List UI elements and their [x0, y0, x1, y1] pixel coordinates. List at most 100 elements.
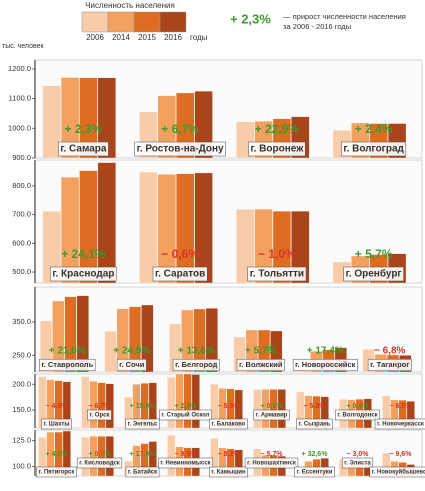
- change-label: + 2,4%: [175, 403, 198, 410]
- change-label: + 21,0%: [49, 346, 86, 357]
- legend-title: Численность населения: [85, 1, 175, 10]
- city-name: г. Старый Оскол: [161, 412, 209, 419]
- bar: [191, 374, 200, 428]
- change-label: + 6,7%: [161, 122, 199, 136]
- city-name: г. Новокуйбышевск: [372, 469, 425, 476]
- bar: [148, 441, 157, 476]
- change-label: − 4,9%: [46, 403, 69, 410]
- y-tick-label: 200.0: [12, 379, 31, 388]
- city-name: г. Воронеж: [250, 144, 304, 155]
- bar: [132, 445, 141, 476]
- bar: [129, 306, 142, 372]
- bar: [193, 308, 206, 372]
- city-name: г. Балаково: [212, 422, 246, 428]
- city-name: г. Батайск: [128, 469, 157, 476]
- change-label: + 2,3%: [65, 122, 103, 136]
- bar: [382, 395, 391, 428]
- name-box: [134, 141, 226, 157]
- bar: [64, 296, 77, 372]
- city-name: г. Волгоград: [343, 144, 404, 155]
- name-box: [341, 141, 407, 157]
- change-label: + 24,1%: [61, 247, 106, 261]
- name-box: [369, 466, 425, 478]
- bar: [140, 443, 149, 476]
- bar: [54, 431, 63, 476]
- y-tick-label: 250.0: [12, 350, 31, 359]
- name-box: [125, 418, 160, 430]
- y-tick-label: 600.0: [12, 238, 31, 247]
- name-box: [50, 266, 117, 282]
- bar: [104, 331, 117, 372]
- city-name: г. Новошахтинск: [247, 461, 296, 467]
- bar: [60, 177, 80, 283]
- city-name: г. Саратов: [155, 269, 205, 280]
- bar: [176, 173, 195, 283]
- change-label: + 22,9%: [255, 122, 300, 136]
- change-label: − 8,2%: [218, 451, 241, 458]
- city-name: г. Белгород: [175, 360, 218, 369]
- name-box: [209, 466, 248, 478]
- name-box: [87, 409, 112, 421]
- change-label: + 5,7%: [355, 247, 393, 261]
- bar: [382, 452, 391, 476]
- name-box: [159, 409, 212, 421]
- bar: [42, 211, 61, 283]
- y-tick-label: 1000.0: [8, 123, 31, 132]
- change-label: − 5,0%: [304, 403, 327, 410]
- change-label: − 0,6%: [161, 247, 199, 261]
- bar: [236, 208, 255, 283]
- name-box: [125, 466, 160, 478]
- bar: [38, 376, 47, 428]
- name-box: [41, 418, 72, 430]
- name-box: [36, 466, 77, 478]
- change-label: − 9,5%: [175, 451, 198, 458]
- panel-bg: [34, 286, 423, 373]
- bar: [218, 447, 227, 476]
- name-box: [116, 358, 147, 372]
- change-label: + 2,4%: [355, 122, 393, 136]
- change-label: − 3,0%: [347, 451, 370, 458]
- change-label: + 4,5%: [46, 451, 69, 458]
- bar: [76, 295, 89, 372]
- y-tick-label: 150.0: [12, 405, 31, 414]
- y-tick-label: 125.0: [12, 435, 31, 444]
- bar: [97, 162, 116, 283]
- name-box: [296, 418, 333, 430]
- bar: [97, 436, 106, 476]
- city-name: г. Пятигорск: [39, 470, 75, 476]
- name-box: [294, 466, 335, 478]
- y-tick-label: 350.0: [12, 317, 31, 326]
- bar: [167, 376, 176, 428]
- name-box: [247, 266, 307, 282]
- bar: [97, 77, 116, 158]
- bar: [390, 399, 399, 428]
- change-label: + 13,6%: [178, 346, 215, 357]
- name-box: [244, 457, 299, 469]
- bar: [89, 381, 98, 428]
- legend-swatch: [107, 11, 135, 33]
- bar: [304, 395, 313, 428]
- city-name: г. Ставрополь: [41, 360, 93, 369]
- bar: [183, 374, 192, 428]
- bar: [277, 389, 286, 428]
- change-label: − 5,5%: [218, 403, 241, 410]
- city-name: г. Краснодар: [52, 269, 114, 280]
- bar: [205, 308, 218, 372]
- legend-swatch: [133, 11, 161, 33]
- bar: [140, 383, 149, 428]
- change-label: − 6,7%: [89, 403, 112, 410]
- bar: [258, 329, 271, 372]
- name-box: [152, 266, 208, 282]
- city-name: г. Армавир: [256, 413, 288, 419]
- change-label: − 9,6%: [390, 451, 413, 458]
- change-label: − 6,0%: [390, 403, 413, 410]
- change-label: − 5,7%: [261, 451, 284, 458]
- name-box: [39, 358, 96, 372]
- note-line: — прирост численности населения: [283, 12, 406, 21]
- change-label: − 6,8%: [374, 346, 406, 357]
- name-box: [172, 358, 220, 372]
- change-label: + 24,9%: [113, 346, 150, 357]
- name-box: [253, 409, 290, 421]
- city-name: г. Орск: [90, 413, 110, 419]
